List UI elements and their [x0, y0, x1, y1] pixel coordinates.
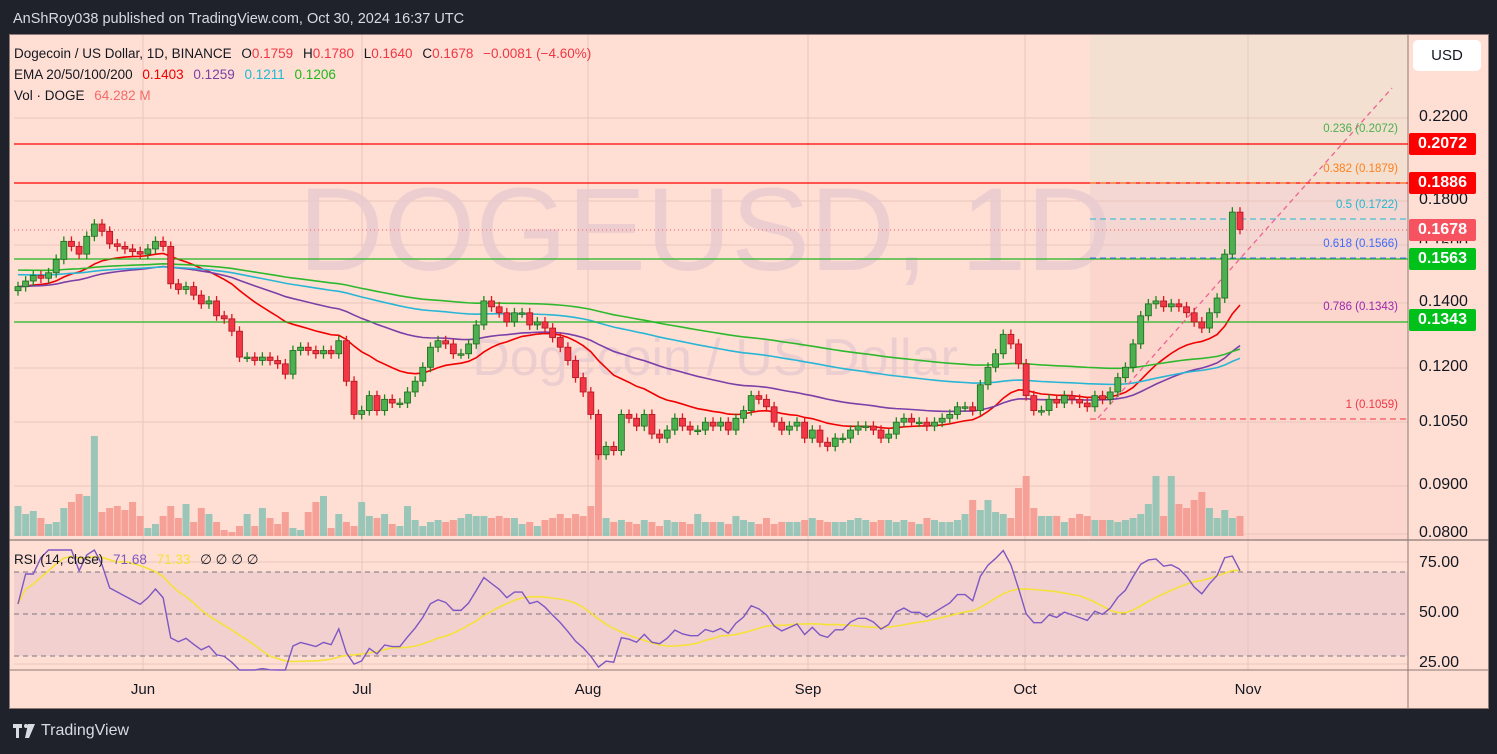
time-label-nov: Nov — [1234, 681, 1262, 698]
ema-label[interactable]: EMA 20/50/100/200 — [14, 67, 133, 82]
rsi-label[interactable]: RSI (14, close) — [14, 552, 104, 567]
currency-button[interactable]: USD — [1413, 40, 1481, 71]
ema50-value: 0.1259 — [193, 67, 235, 82]
price-tick: 0.1200 — [1419, 358, 1468, 375]
high-value: 0.1780 — [312, 46, 354, 61]
footer-brand[interactable]: TradingView — [13, 722, 129, 740]
open-value: 0.1759 — [251, 46, 294, 61]
ema100-value: 0.1211 — [244, 67, 285, 82]
ema20-value: 0.1403 — [142, 67, 184, 82]
price-tick: 0.1800 — [1419, 191, 1468, 208]
symbol-legend: Dogecoin / US Dollar, 1D, BINANCE O0.175… — [14, 46, 592, 61]
fib-label-0.382: 0.382 (0.1879) — [1323, 163, 1398, 175]
fib-label-0.618: 0.618 (0.1566) — [1323, 238, 1398, 250]
time-label-aug: Aug — [574, 681, 602, 698]
price-tag-0.1886: 0.1886 — [1409, 172, 1476, 194]
fib-label-0.5: 0.5 (0.1722) — [1335, 199, 1398, 211]
svg-text:DOGEUSD, 1D: DOGEUSD, 1D — [298, 164, 1111, 296]
time-label-oct: Oct — [1013, 681, 1037, 698]
ema-legend: EMA 20/50/100/200 0.1403 0.1259 0.1211 0… — [14, 67, 342, 82]
ema200-value: 0.1206 — [294, 67, 336, 82]
fib-label-0.236: 0.236 (0.2072) — [1323, 123, 1398, 135]
change-value: −0.0081 (−4.60%) — [483, 46, 592, 61]
price-tag-0.1563: 0.1563 — [1409, 248, 1476, 270]
price-tag-0.2072: 0.2072 — [1409, 133, 1476, 155]
vol-label[interactable]: Vol · DOGE — [14, 88, 85, 103]
rsi-value: 71.68 — [113, 552, 147, 567]
price-tick: 0.1400 — [1419, 293, 1468, 310]
publish-info: AnShRoy038 published on TradingView.com,… — [0, 0, 1497, 35]
price-tick: 0.0900 — [1419, 476, 1468, 493]
fib-label-1: 1 (0.1059) — [1345, 399, 1398, 411]
fib-label-0.786: 0.786 (0.1343) — [1323, 301, 1398, 313]
rsi-extras: ∅ ∅ ∅ ∅ — [200, 552, 259, 567]
last-price-tag: 0.1678 — [1409, 219, 1476, 241]
tradingview-logo-icon — [13, 724, 35, 738]
price-tick: 0.0800 — [1419, 524, 1468, 541]
svg-text:Dogecoin / US Dollar: Dogecoin / US Dollar — [472, 329, 958, 387]
rsi-tick: 75.00 — [1419, 554, 1460, 571]
symbol-title[interactable]: Dogecoin / US Dollar, 1D, BINANCE — [14, 46, 232, 61]
low-value: 0.1640 — [371, 46, 413, 61]
time-label-jul: Jul — [352, 681, 372, 698]
price-tick: 0.1050 — [1419, 413, 1468, 430]
price-tag-0.1343: 0.1343 — [1409, 309, 1476, 331]
time-label-jun: Jun — [130, 681, 156, 698]
footer-brand-text: TradingView — [41, 722, 130, 739]
rsi-tick: 25.00 — [1419, 654, 1460, 671]
volume-legend: Vol · DOGE 64.282 M — [14, 88, 157, 103]
rsi-ma-value: 71.33 — [156, 552, 191, 567]
rsi-legend: RSI (14, close) 71.68 71.33 ∅ ∅ ∅ ∅ — [14, 552, 264, 568]
rsi-tick: 50.00 — [1419, 604, 1460, 621]
publish-text: AnShRoy038 published on TradingView.com,… — [13, 11, 465, 27]
price-tick: 0.2200 — [1419, 108, 1468, 125]
time-label-sep: Sep — [794, 681, 822, 698]
vol-value: 64.282 M — [94, 88, 151, 103]
close-value: 0.1678 — [432, 46, 474, 61]
